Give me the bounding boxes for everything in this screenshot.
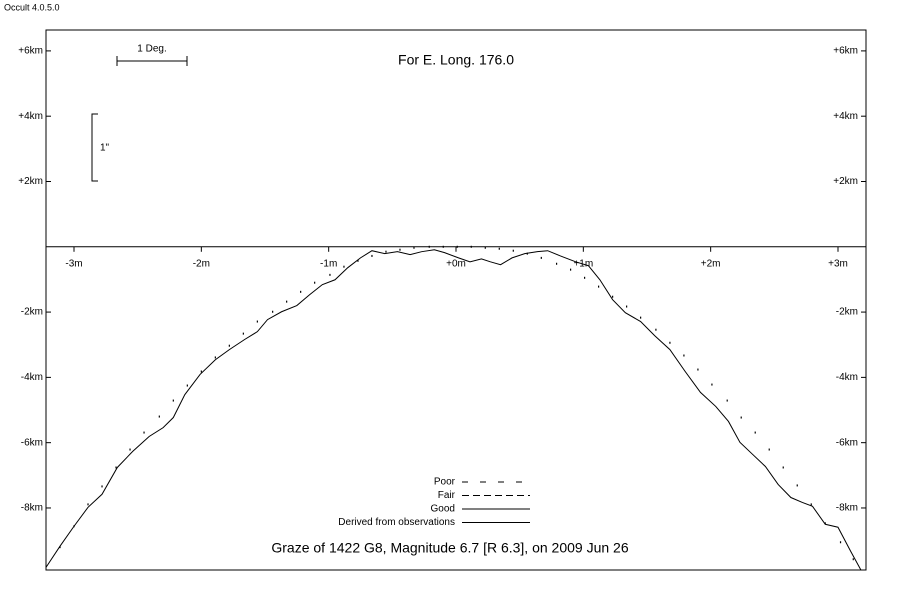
x-tick-label: -1m — [320, 258, 337, 269]
profile-dot — [214, 356, 216, 359]
profile-dot — [824, 522, 826, 525]
profile-dot — [314, 281, 316, 284]
y-tick-label: +4km — [833, 111, 858, 122]
profile-dot — [101, 485, 103, 488]
profile-dot — [385, 250, 387, 253]
y-tick-label: -4km — [836, 372, 858, 383]
scale-bar — [91, 113, 98, 182]
y-tick-label: -4km — [21, 372, 43, 383]
x-tick-label: +3m — [828, 258, 848, 269]
profile-dot — [484, 246, 486, 249]
legend-label: Poor — [434, 477, 456, 488]
legend-label: Fair — [438, 490, 456, 501]
profile-dot — [357, 259, 359, 262]
chart-title: For E. Long. 176.0 — [398, 52, 514, 68]
plot-frame — [45, 29, 867, 571]
profile-dot — [329, 273, 331, 276]
profile-dot — [286, 300, 288, 303]
profile-dot — [796, 484, 798, 487]
chart-subtitle: Graze of 1422 G8, Magnitude 6.7 [R 6.3],… — [271, 540, 628, 556]
profile-dot — [852, 558, 854, 561]
profile-dot — [512, 249, 514, 252]
profile-dot — [697, 368, 699, 371]
profile-dot — [683, 354, 685, 357]
profile-dot — [87, 503, 89, 506]
profile-line — [46, 249, 862, 570]
profile-dot — [726, 399, 728, 402]
profile-dot — [810, 503, 812, 506]
profile-dot — [669, 341, 671, 344]
x-tick-label: +2m — [701, 258, 721, 269]
profile-dot — [399, 248, 401, 251]
x-tick-label: -3m — [65, 258, 82, 269]
profile-dot — [569, 268, 572, 271]
profile-dot — [839, 541, 842, 544]
profile-dot — [711, 383, 713, 386]
profile-dot — [256, 320, 258, 323]
profile-dot — [300, 290, 302, 293]
y-tick-label: +6km — [833, 46, 858, 57]
y-tick-label: -6km — [836, 437, 858, 448]
x-tick-label: -2m — [193, 258, 210, 269]
x-tick-label: +0m — [446, 258, 466, 269]
profile-dot — [343, 265, 345, 268]
profile-dot — [626, 305, 628, 308]
profile-dot — [228, 344, 230, 347]
app-title: Occult 4.0.5.0 — [4, 2, 60, 12]
profile-dot — [768, 448, 770, 451]
profile-dot — [655, 328, 657, 331]
profile-dot — [158, 415, 160, 418]
x-tick-label: +1m — [573, 258, 593, 269]
y-tick-label: -2km — [836, 307, 858, 318]
scale-label: 1 Deg. — [137, 44, 166, 55]
profile-dot — [272, 310, 274, 313]
profile-dot — [115, 466, 117, 469]
profile-dot — [186, 384, 188, 387]
profile-dot — [73, 525, 75, 528]
profile-dot — [172, 399, 174, 402]
y-tick-label: +2km — [18, 176, 43, 187]
y-tick-label: +4km — [18, 111, 43, 122]
profile-dot — [598, 285, 600, 288]
y-tick-label: -8km — [836, 503, 858, 514]
y-tick-label: +6km — [18, 46, 43, 57]
y-tick-label: -2km — [21, 307, 43, 318]
profile-dot — [59, 546, 61, 549]
profile-dot — [143, 431, 145, 434]
profile-dot — [740, 416, 742, 419]
profile-dot — [200, 370, 202, 373]
profile-dot — [540, 256, 542, 259]
profile-dot — [498, 247, 500, 250]
legend-label: Derived from observations — [338, 517, 455, 528]
profile-dot — [129, 448, 131, 451]
profile-dot — [371, 254, 373, 257]
scale-label: 1" — [100, 143, 110, 154]
profile-dot — [782, 466, 784, 469]
y-tick-label: -8km — [21, 503, 43, 514]
profile-dot — [413, 246, 415, 249]
profile-dot — [612, 295, 614, 298]
profile-dot — [526, 252, 528, 255]
profile-dot — [584, 276, 586, 279]
profile-dot — [640, 316, 642, 319]
profile-dot — [754, 431, 756, 434]
y-tick-label: -6km — [21, 437, 43, 448]
profile-dot — [242, 332, 244, 335]
profile-dot — [555, 262, 558, 265]
legend-label: Good — [431, 504, 455, 515]
y-tick-label: +2km — [833, 176, 858, 187]
